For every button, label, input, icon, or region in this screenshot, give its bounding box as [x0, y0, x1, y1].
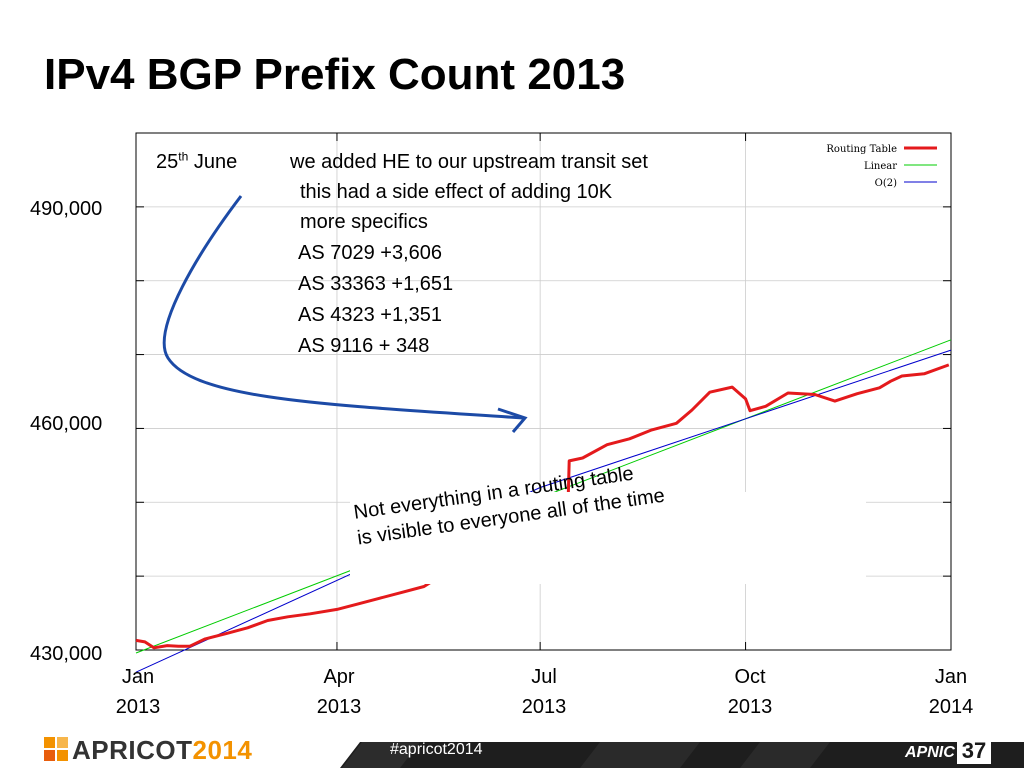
- slide-title: IPv4 BGP Prefix Count 2013: [44, 50, 626, 99]
- apricot-logo-icon: [44, 737, 68, 761]
- legend-label: Linear: [864, 161, 897, 172]
- x-tick-label: Oct 2013: [727, 666, 773, 718]
- x-tick-label: Apr 2013: [316, 666, 362, 718]
- y-tick-label: 430,000: [30, 643, 103, 665]
- annotation-date: 25th June: [156, 149, 238, 173]
- legend-label: O(2): [875, 178, 897, 189]
- axis-ticks: [136, 133, 951, 650]
- annotation-arrowhead: [497, 407, 528, 433]
- annotation-line: we added HE to our upstream transit set: [290, 151, 648, 173]
- footer-hashtag: #apricot2014: [390, 741, 483, 758]
- x-tick-label: Jul 2013: [521, 666, 567, 718]
- x-tick-label: Jan 2014: [928, 666, 974, 718]
- plot-frame: [135, 132, 952, 651]
- x-tick-label: Jan 2013: [115, 666, 161, 718]
- annotation-line: AS 4323 +1,351: [298, 304, 443, 326]
- note-background: [350, 492, 866, 584]
- annotation-arrow: [162, 195, 524, 420]
- y-tick-label: 490,000: [30, 198, 103, 220]
- annotation-line: more specifics: [300, 211, 428, 233]
- annotation-line: AS 33363 +1,651: [298, 273, 454, 295]
- apnic-number-badge: 37: [957, 738, 991, 764]
- annotation-line: AS 7029 +3,606: [298, 242, 443, 264]
- annotation-line: AS 9116 + 348: [298, 335, 430, 357]
- apricot-logo: APRICOT2014: [72, 735, 253, 765]
- footer-bar: [340, 742, 1024, 768]
- chart-legend: Routing Table Linear O(2): [826, 144, 937, 189]
- legend-label: Routing Table: [826, 144, 897, 155]
- apnic-logo: APNIC: [905, 744, 955, 761]
- annotation-line: this had a side effect of adding 10K: [300, 181, 613, 203]
- y-tick-label: 460,000: [30, 413, 103, 435]
